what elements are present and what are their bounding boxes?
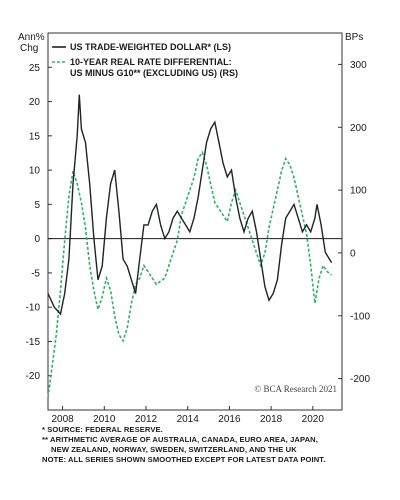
left-tick-label: -5	[31, 268, 40, 279]
right-tick-label: -100	[350, 311, 370, 322]
right-axis-label: BPs	[345, 32, 363, 43]
right-tick-label: 300	[350, 60, 367, 71]
series-us-trade-weighted-dollar	[47, 94, 333, 316]
x-tick-label: 2010	[93, 414, 116, 425]
x-tick-label: 2016	[218, 414, 241, 425]
plot-frame	[47, 32, 343, 411]
left-tick-label: 20	[29, 97, 41, 108]
source-note: * SOURCE: FEDERAL RESERVE.	[42, 425, 163, 434]
right-tick-labels: 300 200 100 0 -100 -200	[338, 60, 370, 385]
footnote-line2: NEW ZEALAND, NORWAY, SWEDEN, SWITZERLAND…	[51, 445, 297, 454]
left-tick-label: 10	[29, 166, 41, 177]
left-tick-label: -20	[26, 371, 41, 382]
legend-label-rate-line1: 10-YEAR REAL RATE DIFFERENTIAL:	[70, 57, 232, 67]
x-tick-label: 2018	[260, 414, 283, 425]
smoothing-note: NOTE: ALL SERIES SHOWN SMOOTHED EXCEPT F…	[42, 455, 326, 464]
footnote-line1: ** ARITHMETIC AVERAGE OF AUSTRALIA, CANA…	[42, 435, 318, 444]
left-tick-label: -15	[26, 337, 41, 348]
left-tick-label: -10	[26, 303, 41, 314]
chart: Ann% Chg BPs 25 20 15 10 5 0 -5 -10 -15 -20 300 20…	[18, 32, 370, 425]
right-tick-label: 0	[350, 248, 356, 259]
left-tick-labels: 25 20 15 10 5 0 -5 -10 -15 -20	[26, 63, 52, 382]
footnotes: * SOURCE: FEDERAL RESERVE. ** ARITHMETIC…	[42, 425, 392, 465]
x-tick-label: 2020	[302, 414, 325, 425]
right-tick-label: -200	[350, 374, 370, 385]
x-tick-labels: 2008 2010 2012 2014 2016 2018 2020	[51, 406, 324, 425]
x-tick-label: 2008	[51, 414, 74, 425]
left-tick-label: 25	[29, 63, 41, 74]
left-axis-label-line2: Chg	[20, 43, 38, 54]
left-tick-label: 5	[34, 200, 40, 211]
legend-label-rate-line2: US MINUS G10** (EXCLUDING US) (RS)	[70, 68, 238, 78]
left-tick-label: 0	[34, 234, 40, 245]
right-tick-label: 200	[350, 123, 367, 134]
x-tick-label: 2012	[135, 414, 158, 425]
x-tick-label: 2014	[177, 414, 200, 425]
right-tick-label: 100	[350, 186, 367, 197]
credit-text: © BCA Research 2021	[254, 384, 337, 394]
legend: US TRADE-WEIGHTED DOLLAR* (LS) 10-YEAR R…	[52, 42, 238, 78]
left-tick-label: 15	[29, 131, 41, 142]
left-axis-label-line1: Ann%	[18, 32, 45, 43]
series-real-rate-differential	[47, 150, 333, 398]
legend-label-dollar: US TRADE-WEIGHTED DOLLAR* (LS)	[70, 42, 231, 52]
